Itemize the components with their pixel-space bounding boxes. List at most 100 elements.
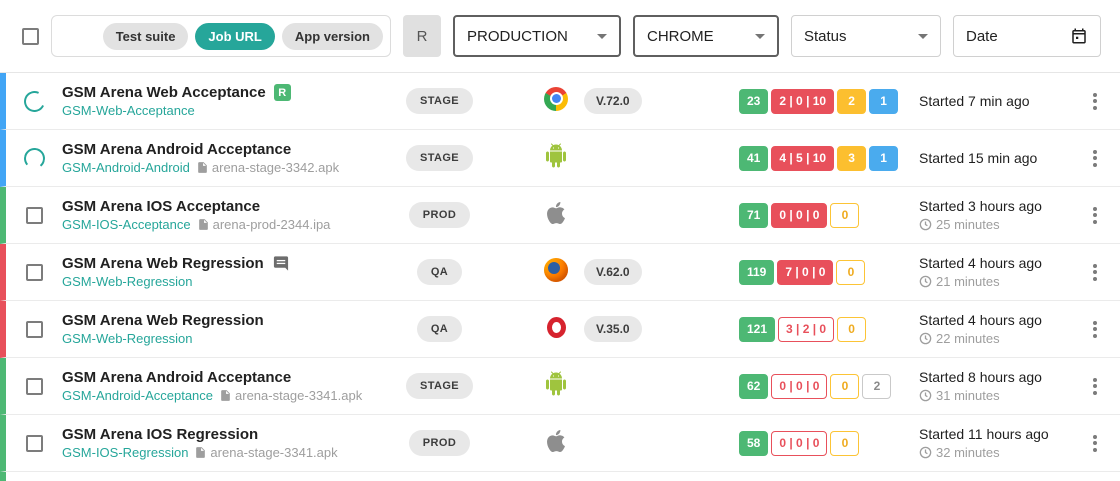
counter-badge-green-solid[interactable]: 23 xyxy=(739,88,769,114)
row-checkbox[interactable] xyxy=(25,320,43,338)
counter-badge-red-solid[interactable]: 0 | 0 | 0 xyxy=(771,202,828,228)
job-link[interactable]: GSM-IOS-Regression xyxy=(62,445,189,460)
job-link[interactable]: GSM-Web-Regression xyxy=(62,331,193,346)
status-dropdown[interactable]: Status xyxy=(791,15,941,57)
counter-badge-red-solid[interactable]: 4 | 5 | 10 xyxy=(771,145,835,171)
row-menu-button[interactable] xyxy=(1088,88,1102,115)
chrome-icon xyxy=(544,86,568,116)
environment-dropdown[interactable]: PRODUCTION xyxy=(453,15,621,57)
run-title[interactable]: GSM Arena Android Acceptance xyxy=(62,369,292,386)
counter-badge-red-outline[interactable]: 0 | 0 | 0 xyxy=(771,373,828,399)
artifact[interactable]: arena-stage-3342.apk xyxy=(196,160,339,175)
artifact[interactable]: arena-stage-3341.apk xyxy=(194,445,338,460)
test-run-list: GSM Arena Web Acceptance R GSM-Web-Accep… xyxy=(0,72,1120,472)
counter-badge-red-solid[interactable]: 7 | 0 | 0 xyxy=(777,259,834,285)
counter-badge-green-solid[interactable]: 62 xyxy=(739,373,769,399)
apple-icon xyxy=(544,201,568,229)
artifact[interactable]: arena-stage-3341.apk xyxy=(219,388,362,403)
job-link[interactable]: GSM-Web-Acceptance xyxy=(62,103,195,118)
row-menu-button[interactable] xyxy=(1088,202,1102,229)
filter-chip-job-url[interactable]: Job URL xyxy=(195,22,275,50)
row-checkbox[interactable] xyxy=(25,434,43,452)
calendar-icon[interactable] xyxy=(1070,27,1088,45)
environment-dropdown-value: PRODUCTION xyxy=(467,27,568,45)
counter-badge-gray-outline[interactable]: 2 xyxy=(862,373,892,399)
counter-badge-amber-outline[interactable]: 0 xyxy=(830,373,860,399)
in-progress-spinner-icon xyxy=(22,146,46,170)
clock-icon xyxy=(919,389,932,402)
env-badge: STAGE xyxy=(405,88,474,114)
counter-badge-amber-solid[interactable]: 3 xyxy=(837,145,867,171)
run-title[interactable]: GSM Arena Web Acceptance xyxy=(62,84,266,101)
date-filter-value: Date xyxy=(966,27,998,45)
counter-badge-amber-outline[interactable]: 0 xyxy=(837,316,867,342)
env-badge: STAGE xyxy=(405,373,474,399)
filter-chip-test-suite[interactable]: Test suite xyxy=(102,22,189,50)
artifact-name: arena-stage-3341.apk xyxy=(235,388,363,403)
test-run-row: GSM Arena Android Acceptance GSM-Android… xyxy=(0,130,1120,187)
version-badge: V.72.0 xyxy=(584,88,642,114)
row-checkbox[interactable] xyxy=(25,377,43,395)
search-input[interactable]: Test suite Job URL App version xyxy=(51,15,391,57)
clock-icon xyxy=(919,218,932,231)
counter-badge-red-outline[interactable]: 0 | 0 | 0 xyxy=(771,430,828,456)
job-link[interactable]: GSM-IOS-Acceptance xyxy=(62,217,191,232)
elapsed-text: 22 minutes xyxy=(936,331,1000,346)
comment-icon[interactable] xyxy=(272,255,290,272)
job-link[interactable]: GSM-Android-Acceptance xyxy=(62,388,214,403)
run-title[interactable]: GSM Arena IOS Acceptance xyxy=(62,198,261,215)
artifact-name: arena-prod-2344.ipa xyxy=(212,217,331,232)
counter-badge-amber-outline[interactable]: 0 xyxy=(836,259,866,285)
select-all-checkbox[interactable] xyxy=(22,27,39,45)
row-checkbox[interactable] xyxy=(25,263,43,281)
elapsed: 22 minutes xyxy=(919,331,1069,346)
run-title[interactable]: GSM Arena Web Regression xyxy=(62,255,264,272)
started-text: Started 4 hours ago xyxy=(919,255,1042,271)
platform-dropdown[interactable]: CHROME xyxy=(633,15,779,57)
row-menu-button[interactable] xyxy=(1088,145,1102,172)
test-run-row: GSM Arena Web Acceptance R GSM-Web-Accep… xyxy=(0,73,1120,130)
elapsed-text: 31 minutes xyxy=(936,388,1000,403)
date-filter-field[interactable]: Date xyxy=(953,15,1101,57)
run-title[interactable]: GSM Arena Web Regression xyxy=(62,312,264,329)
filter-chip-app-version[interactable]: App version xyxy=(281,22,383,50)
test-run-row: GSM Arena Android Acceptance GSM-Android… xyxy=(0,358,1120,415)
started-text: Started 3 hours ago xyxy=(919,198,1042,214)
review-filter-button[interactable]: R xyxy=(403,15,441,57)
job-link[interactable]: GSM-Web-Regression xyxy=(62,274,193,289)
counter-badge-green-solid[interactable]: 119 xyxy=(739,259,775,285)
run-title[interactable]: GSM Arena IOS Regression xyxy=(62,426,259,443)
counter-badge-red-outline[interactable]: 3 | 2 | 0 xyxy=(778,316,835,342)
android-icon xyxy=(544,371,568,401)
counter-badge-amber-outline[interactable]: 0 xyxy=(830,202,860,228)
row-menu-button[interactable] xyxy=(1088,259,1102,286)
file-icon xyxy=(219,388,232,403)
counter-badge-amber-solid[interactable]: 2 xyxy=(837,88,867,114)
counter-badge-green-solid[interactable]: 71 xyxy=(739,202,769,228)
in-progress-spinner-icon xyxy=(20,87,48,115)
counter-badge-green-solid[interactable]: 41 xyxy=(739,145,769,171)
row-checkbox[interactable] xyxy=(25,206,43,224)
env-badge: QA xyxy=(416,316,463,342)
counter-badge-amber-outline[interactable]: 0 xyxy=(830,430,860,456)
row-menu-button[interactable] xyxy=(1088,430,1102,457)
counter-badge-blue-solid[interactable]: 1 xyxy=(869,88,899,114)
counters: 23 2 | 0 | 10 2 1 xyxy=(739,88,919,114)
counter-badge-green-solid[interactable]: 58 xyxy=(739,430,769,456)
artifact[interactable]: arena-prod-2344.ipa xyxy=(197,217,331,232)
elapsed-text: 32 minutes xyxy=(936,445,1000,460)
android-icon xyxy=(544,143,568,173)
file-icon xyxy=(194,445,207,460)
clock-icon xyxy=(919,332,932,345)
row-menu-button[interactable] xyxy=(1088,316,1102,343)
run-title[interactable]: GSM Arena Android Acceptance xyxy=(62,141,292,158)
clock-icon xyxy=(919,275,932,288)
job-link[interactable]: GSM-Android-Android xyxy=(62,160,190,175)
file-icon xyxy=(197,217,210,232)
counter-badge-red-solid[interactable]: 2 | 0 | 10 xyxy=(771,88,835,114)
row-menu-button[interactable] xyxy=(1088,373,1102,400)
counter-badge-blue-solid[interactable]: 1 xyxy=(869,145,899,171)
counter-badge-green-solid[interactable]: 121 xyxy=(739,316,776,342)
